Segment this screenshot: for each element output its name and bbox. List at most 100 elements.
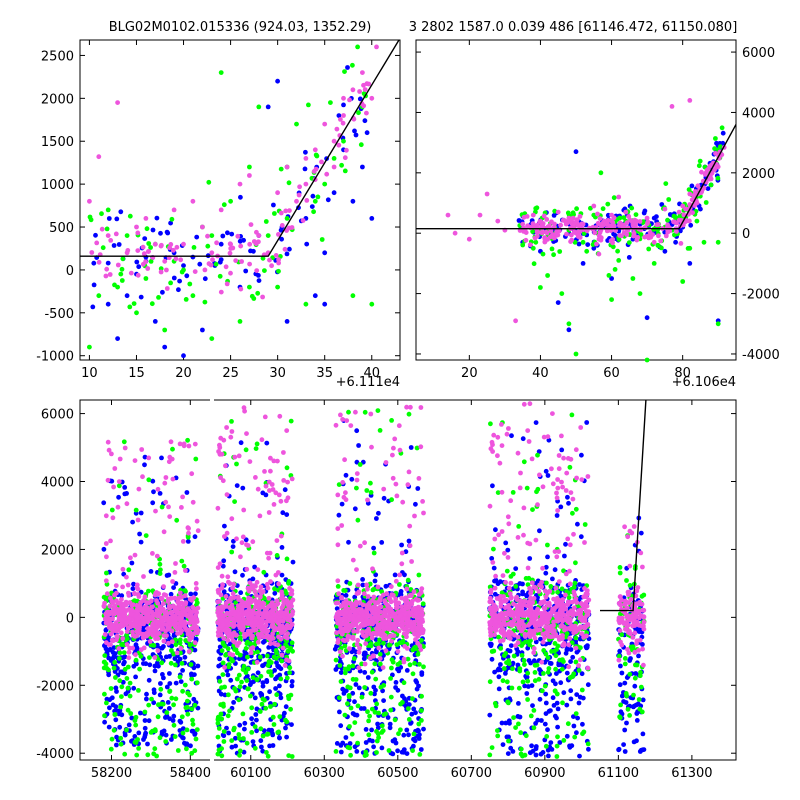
data-point bbox=[145, 611, 151, 617]
data-point bbox=[159, 242, 164, 248]
data-point bbox=[452, 230, 458, 236]
data-point bbox=[681, 212, 687, 218]
data-point bbox=[276, 610, 282, 616]
data-point bbox=[263, 614, 269, 620]
data-point bbox=[287, 670, 292, 676]
data-point bbox=[400, 693, 405, 699]
data-point bbox=[715, 175, 721, 181]
data-point bbox=[119, 597, 124, 602]
data-point bbox=[162, 480, 168, 486]
data-point bbox=[350, 711, 356, 716]
data-point bbox=[235, 233, 241, 239]
data-point bbox=[189, 728, 195, 734]
data-point bbox=[370, 610, 375, 616]
data-point bbox=[360, 164, 365, 170]
data-point bbox=[369, 301, 375, 307]
data-point bbox=[331, 190, 337, 196]
data-point bbox=[258, 594, 263, 600]
data-point bbox=[183, 589, 188, 594]
data-point bbox=[389, 497, 394, 503]
data-point bbox=[654, 222, 660, 228]
data-point bbox=[684, 218, 689, 224]
data-point bbox=[363, 727, 369, 732]
data-point bbox=[568, 688, 574, 694]
data-point bbox=[644, 357, 650, 363]
data-point bbox=[513, 566, 519, 571]
data-point bbox=[417, 622, 423, 628]
data-point bbox=[596, 233, 602, 239]
plot-frame bbox=[79, 399, 737, 761]
data-point bbox=[397, 613, 403, 619]
data-point bbox=[165, 599, 171, 604]
data-point bbox=[362, 661, 368, 667]
data-point bbox=[102, 653, 108, 658]
data-point bbox=[345, 744, 351, 750]
data-point bbox=[404, 727, 410, 733]
data-point bbox=[216, 663, 222, 669]
data-point bbox=[404, 630, 410, 636]
data-point bbox=[346, 539, 351, 545]
data-point bbox=[242, 634, 248, 639]
data-point bbox=[405, 656, 411, 662]
data-point bbox=[263, 483, 269, 489]
data-point bbox=[356, 110, 361, 116]
data-point bbox=[140, 244, 146, 250]
data-point bbox=[166, 504, 171, 510]
data-point bbox=[715, 321, 721, 327]
data-point bbox=[104, 620, 110, 626]
data-point bbox=[289, 683, 295, 689]
data-point bbox=[392, 572, 398, 578]
data-point bbox=[390, 592, 396, 598]
data-point bbox=[409, 711, 415, 717]
data-point bbox=[122, 491, 128, 497]
data-point bbox=[279, 652, 285, 658]
data-point bbox=[143, 730, 149, 736]
data-point bbox=[219, 685, 224, 691]
data-point bbox=[365, 497, 370, 503]
data-point bbox=[158, 269, 164, 275]
data-point bbox=[647, 230, 653, 235]
data-point bbox=[391, 622, 396, 627]
data-point bbox=[366, 603, 372, 608]
data-point bbox=[311, 209, 316, 215]
data-point bbox=[276, 634, 281, 640]
data-point bbox=[185, 711, 191, 717]
data-point bbox=[397, 582, 402, 587]
data-point bbox=[261, 569, 267, 575]
data-point bbox=[368, 690, 374, 696]
data-point bbox=[335, 492, 341, 498]
data-point bbox=[144, 606, 150, 612]
data-point bbox=[377, 604, 383, 610]
data-point bbox=[626, 240, 632, 246]
data-point bbox=[142, 718, 148, 723]
data-point bbox=[136, 486, 142, 492]
data-point bbox=[342, 457, 347, 463]
data-point bbox=[357, 600, 363, 605]
data-point bbox=[133, 507, 139, 513]
data-point bbox=[527, 242, 533, 248]
data-point bbox=[287, 618, 293, 624]
data-point bbox=[112, 660, 118, 665]
data-point bbox=[155, 714, 161, 720]
data-point bbox=[220, 622, 226, 628]
data-point bbox=[144, 696, 149, 702]
data-point bbox=[368, 631, 374, 637]
data-point bbox=[126, 593, 132, 598]
data-point bbox=[157, 692, 163, 698]
data-point bbox=[148, 569, 154, 574]
y-tick-label: -1000 bbox=[36, 350, 74, 365]
data-point bbox=[642, 234, 648, 240]
data-point bbox=[354, 642, 360, 647]
data-point bbox=[163, 609, 169, 615]
data-point bbox=[352, 609, 357, 615]
data-point bbox=[557, 249, 563, 254]
data-point bbox=[405, 482, 411, 488]
data-point bbox=[694, 218, 700, 224]
data-point bbox=[108, 538, 113, 544]
data-point bbox=[259, 617, 265, 623]
data-point bbox=[364, 130, 370, 136]
data-point bbox=[411, 736, 416, 742]
data-point bbox=[309, 204, 315, 210]
data-point bbox=[277, 413, 283, 419]
data-point bbox=[350, 293, 356, 299]
